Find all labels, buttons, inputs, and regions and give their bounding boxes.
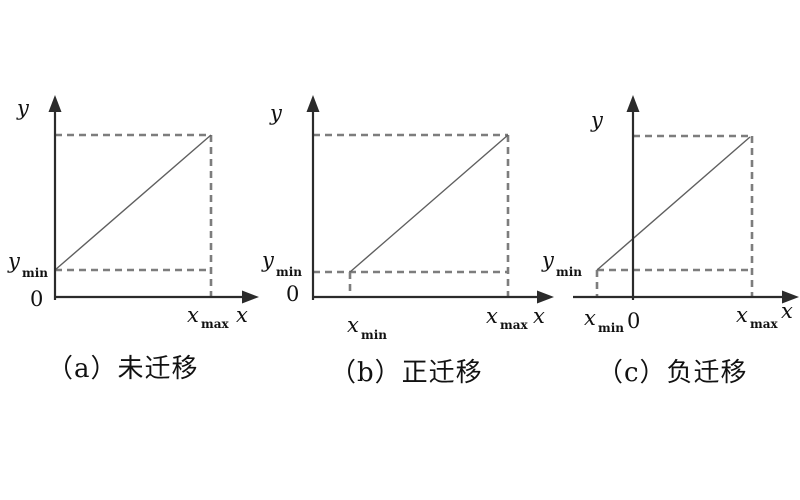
panel-c-xmax-subscript: max bbox=[750, 317, 778, 331]
panel-b-xmin-subscript: min bbox=[361, 328, 387, 342]
panel-a-caption: （a）未迁移 bbox=[47, 354, 199, 384]
panel-b-caption: （b）正迁移 bbox=[330, 358, 483, 388]
panel-a: y y min 0 x max x （a）未迁移 bbox=[7, 95, 259, 384]
panel-a-xmax-label: x bbox=[187, 303, 199, 327]
panel-b-signal-line bbox=[349, 134, 509, 273]
panel-a-ymin-label: y bbox=[7, 249, 21, 273]
panel-c-y-label: y bbox=[590, 108, 604, 132]
panel-a-xmax-subscript: max bbox=[201, 317, 229, 331]
panel-b-xmin-label: x bbox=[347, 313, 359, 337]
panel-b-x-label: x bbox=[533, 304, 545, 328]
panel-b-xmax-subscript: max bbox=[500, 318, 528, 332]
panel-c-ymin-label: y bbox=[541, 248, 555, 272]
panel-b-x-axis-arrow-icon bbox=[537, 290, 554, 304]
panel-c: y y min x min 0 x max x （c）负迁移 bbox=[541, 95, 799, 388]
panel-c-signal-line bbox=[596, 136, 751, 271]
panel-b-xmax-label: x bbox=[486, 304, 498, 328]
panel-a-origin-label: 0 bbox=[30, 287, 43, 311]
panel-c-y-axis-arrow-icon bbox=[626, 95, 640, 112]
panel-a-y-label: y bbox=[16, 96, 30, 120]
panel-a-y-axis-arrow-icon bbox=[48, 95, 62, 112]
panel-c-xmin-label: x bbox=[584, 306, 596, 330]
panel-a-ymin-subscript: min bbox=[22, 266, 48, 280]
panel-a-signal-line bbox=[54, 134, 212, 271]
panel-b-ymin-label: y bbox=[261, 248, 275, 272]
panel-c-x-axis-arrow-icon bbox=[782, 290, 799, 304]
panel-b-y-axis-arrow-icon bbox=[306, 95, 320, 112]
panel-c-xmin-subscript: min bbox=[598, 321, 624, 335]
panel-b: y y min 0 x min x max x （b）正迁移 bbox=[261, 95, 554, 388]
panel-c-ymin-subscript: min bbox=[556, 265, 582, 279]
panel-c-caption: （c）负迁移 bbox=[597, 358, 748, 388]
panel-b-ymin-subscript: min bbox=[276, 265, 302, 279]
panel-b-origin-label: 0 bbox=[286, 282, 299, 306]
panel-b-y-label: y bbox=[269, 101, 283, 125]
panel-a-x-axis-arrow-icon bbox=[242, 290, 259, 304]
panel-c-xmax-label: x bbox=[736, 303, 748, 327]
panel-c-x-label: x bbox=[781, 299, 793, 323]
panel-a-x-label: x bbox=[236, 303, 248, 327]
panel-c-origin-label: 0 bbox=[627, 309, 640, 333]
